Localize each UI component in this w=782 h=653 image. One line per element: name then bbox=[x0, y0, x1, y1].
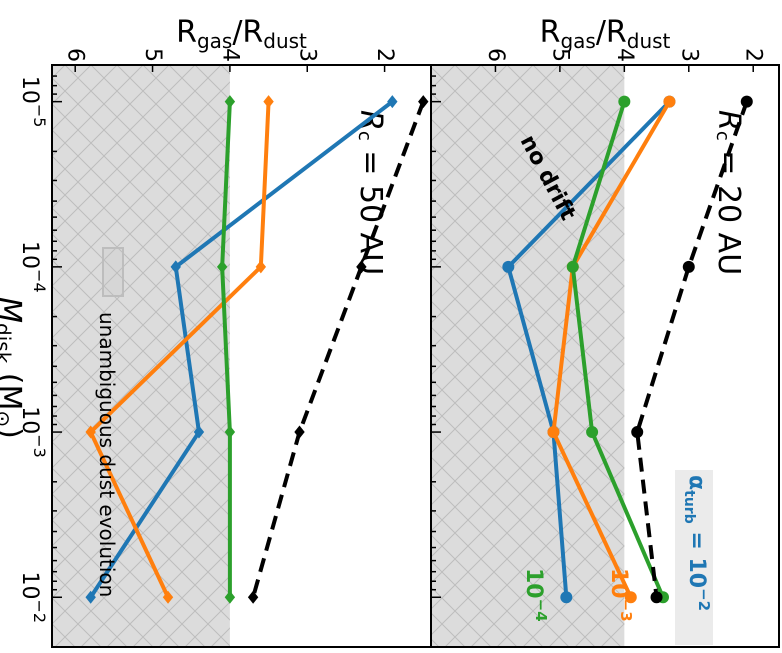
panel-label: Rc = 20 AU bbox=[712, 110, 747, 275]
data-point bbox=[216, 260, 228, 274]
series-label-alpha: αturb = 10−2 bbox=[681, 475, 713, 611]
data-point bbox=[387, 95, 398, 109]
shaded-hatch bbox=[431, 65, 625, 647]
data-point bbox=[85, 425, 96, 439]
value-tick-label: 4 bbox=[217, 48, 242, 62]
data-point bbox=[502, 260, 515, 273]
series-line bbox=[89, 100, 394, 599]
value-tick-label: 6 bbox=[63, 48, 88, 62]
value-tick-label: 2 bbox=[741, 48, 766, 62]
data-point bbox=[224, 95, 236, 109]
data-point bbox=[247, 590, 259, 604]
data-point bbox=[586, 426, 599, 439]
data-point bbox=[618, 95, 631, 108]
value-tick-label: 6 bbox=[483, 48, 508, 62]
data-point bbox=[624, 591, 637, 604]
series-line bbox=[506, 100, 671, 598]
data-point bbox=[193, 425, 205, 439]
data-point bbox=[85, 590, 96, 604]
value-tick-label: 5 bbox=[140, 48, 165, 62]
series-line bbox=[635, 100, 749, 598]
series-line bbox=[551, 100, 672, 599]
data-point bbox=[631, 426, 644, 439]
data-point bbox=[294, 425, 305, 439]
data-point bbox=[682, 260, 695, 273]
value-tick-label: 3 bbox=[295, 48, 320, 62]
value-tick-label: 5 bbox=[547, 48, 572, 62]
data-point bbox=[566, 260, 579, 273]
legend-label: unambiguous dust evolution bbox=[95, 312, 119, 597]
data-point bbox=[356, 260, 367, 274]
data-point bbox=[162, 590, 174, 604]
plot-frame bbox=[430, 64, 780, 648]
shaded-hatch bbox=[52, 65, 230, 647]
mass-tick-label: 10−5 bbox=[18, 76, 50, 128]
data-point bbox=[224, 590, 236, 604]
mass-axis-label: Mdisk (M⊙) bbox=[0, 297, 28, 439]
data-point bbox=[740, 95, 753, 108]
series-line bbox=[570, 101, 665, 599]
mass-tick-label: 10−4 bbox=[18, 241, 50, 293]
series-label-bg bbox=[675, 470, 713, 645]
value-tick-label: 2 bbox=[372, 48, 397, 62]
series-label-orange: 10−3 bbox=[606, 568, 635, 622]
shared-axis-labels: 10−5 10−4 10−3 10−2 Mdisk (M⊙) bbox=[0, 76, 50, 623]
value-tick-label: 3 bbox=[676, 48, 701, 62]
data-point bbox=[663, 95, 676, 108]
series-label-green: 10−4 bbox=[521, 568, 550, 622]
panel-rc50: 2 3 4 5 6 Rgas/Rdust Rc = 50 AU unambiguous dus… bbox=[51, 15, 432, 648]
data-point bbox=[418, 95, 429, 109]
legend-swatch-hatch bbox=[103, 248, 123, 296]
data-point bbox=[650, 591, 663, 604]
mass-tick-label: 10−2 bbox=[18, 571, 50, 623]
value-axis-label: Rgas/Rdust bbox=[540, 15, 671, 53]
data-point bbox=[255, 260, 267, 274]
data-point bbox=[263, 95, 274, 109]
series-line bbox=[88, 101, 271, 599]
mass-tick-label: 10−3 bbox=[18, 406, 50, 458]
value-axis-label: Rgas/Rdust bbox=[176, 15, 307, 53]
series-line bbox=[220, 101, 232, 598]
value-tick-label: 4 bbox=[612, 48, 637, 62]
data-point bbox=[547, 426, 560, 439]
data-point bbox=[170, 260, 181, 274]
series-line bbox=[251, 100, 426, 598]
panel-label: Rc = 50 AU bbox=[354, 110, 389, 275]
data-point bbox=[224, 425, 236, 439]
data-point bbox=[560, 591, 573, 604]
